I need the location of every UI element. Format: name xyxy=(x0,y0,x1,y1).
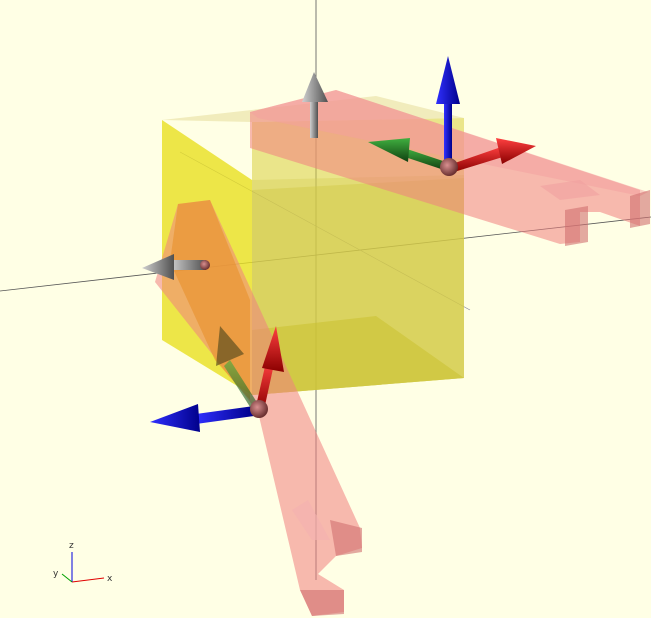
axis-label-z: z xyxy=(69,541,74,551)
gizmo-z-arrow[interactable] xyxy=(436,56,460,164)
axes-indicator: x z y xyxy=(53,541,113,584)
gizmo-top-right[interactable] xyxy=(302,56,536,176)
axis-label-x: x xyxy=(107,574,113,584)
gizmo-x-arrow[interactable] xyxy=(150,404,254,432)
gizmo-bottom-left[interactable] xyxy=(142,254,284,432)
gizmo-joint[interactable] xyxy=(250,400,268,418)
gizmo-gray-arrow[interactable] xyxy=(302,72,328,138)
gizmo-joint[interactable] xyxy=(440,158,458,176)
gizmo-z-arrow[interactable] xyxy=(256,326,284,410)
gizmo-x-arrow[interactable] xyxy=(452,138,536,172)
gizmo-y-arrow[interactable] xyxy=(216,326,258,410)
yellow-cube[interactable] xyxy=(162,96,464,395)
axis-label-y: y xyxy=(53,569,59,579)
gizmo-y-arrow[interactable] xyxy=(368,138,446,170)
gizmo-gray-arrow[interactable] xyxy=(142,254,210,280)
